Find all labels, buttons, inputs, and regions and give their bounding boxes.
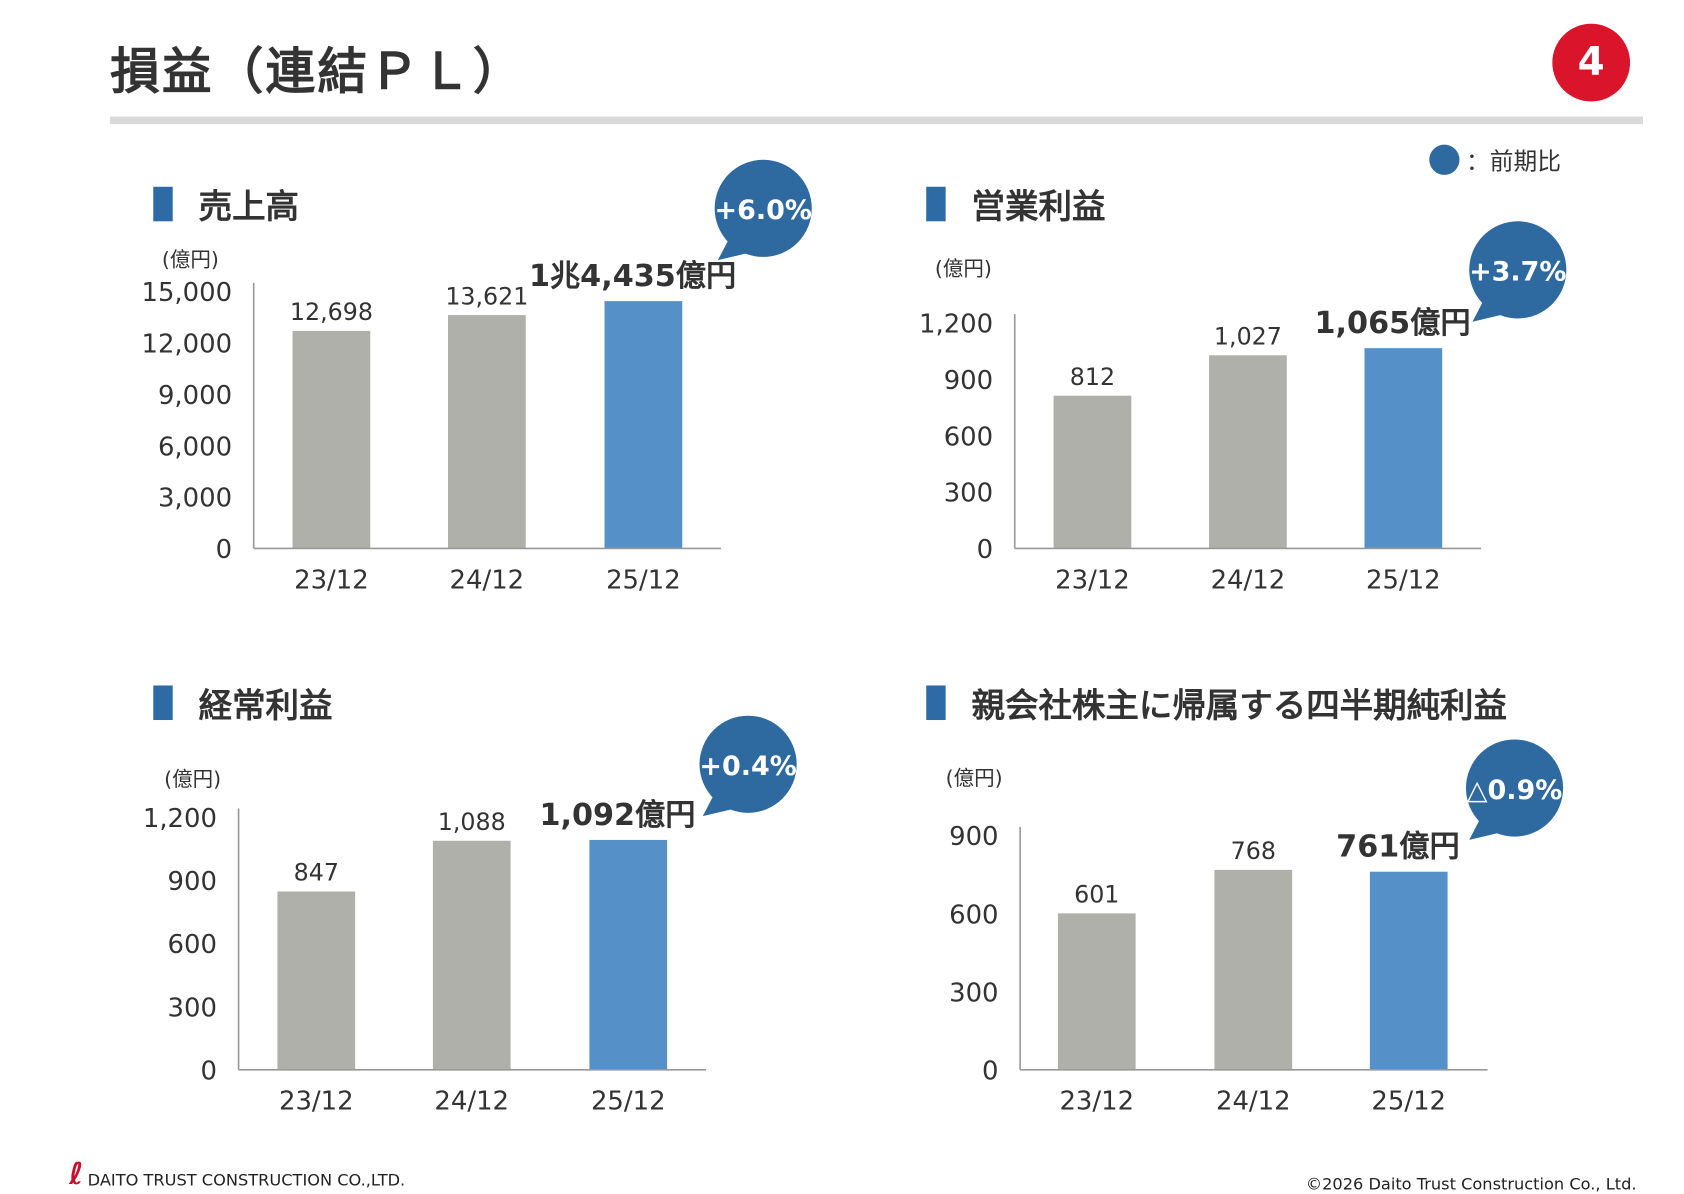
y-tick-label: 0	[200, 1057, 216, 1087]
bar-24-12	[1214, 869, 1293, 1070]
page-number-badge: 4	[1552, 23, 1631, 102]
y-tick-label: 3,000	[158, 484, 232, 514]
bar-23-12	[1057, 913, 1136, 1070]
company-logo: ℓ DAITO TRUST CONSTRUCTION CO.,LTD.	[69, 1156, 406, 1192]
change-label: +6.0%	[715, 195, 812, 226]
change-bubble	[714, 159, 812, 257]
y-tick-label: 9,000	[158, 381, 232, 411]
legend: ：前期比	[1429, 142, 1561, 177]
unit-label: (億円)	[164, 767, 221, 791]
y-tick-label: 900	[944, 366, 993, 396]
legend-label: ：前期比	[1465, 148, 1561, 176]
y-tick-label: 0	[216, 535, 232, 565]
y-tick-label: 600	[949, 900, 998, 930]
chart-title-text: 親会社株主に帰属する四半期純利益	[971, 686, 1507, 726]
value-label: 1,027	[1214, 323, 1282, 351]
x-tick-label: 24/12	[434, 1087, 509, 1117]
unit-label: (億円)	[935, 256, 992, 280]
bar-23-12	[292, 330, 371, 549]
chart-title-text: 営業利益	[971, 187, 1106, 227]
logo-mark-icon: ℓ	[69, 1156, 84, 1192]
value-label: 1,088	[438, 808, 506, 836]
highlight-value-label: 761億円	[1336, 830, 1460, 865]
page-title: 損益（連結ＰＬ）	[110, 42, 525, 101]
highlight-value-label: 1,065億円	[1315, 306, 1471, 341]
value-label: 768	[1231, 837, 1276, 865]
change-label: +0.4%	[699, 751, 796, 782]
bar-25-12	[1364, 348, 1443, 549]
value-label: 13,621	[445, 282, 528, 310]
change-bubble	[1465, 739, 1564, 837]
legend-marker-icon	[1429, 144, 1460, 175]
x-tick-label: 23/12	[1059, 1087, 1134, 1117]
x-tick-label: 24/12	[1216, 1087, 1291, 1117]
bar-25-12	[604, 301, 683, 549]
bar-23-12	[277, 891, 356, 1070]
chart-title-net-profit: 親会社株主に帰属する四半期純利益	[926, 678, 1507, 727]
y-tick-label: 0	[977, 535, 993, 565]
bar-24-12	[432, 840, 511, 1070]
y-tick-label: 300	[949, 978, 998, 1008]
bar-25-12	[589, 839, 668, 1070]
y-tick-label: 300	[944, 479, 993, 509]
highlight-value-label: 1,092億円	[539, 798, 695, 833]
y-tick-label: 300	[168, 993, 217, 1023]
y-tick-label: 15,000	[141, 278, 232, 308]
value-label: 601	[1074, 881, 1119, 909]
x-tick-label: 25/12	[1366, 565, 1441, 595]
x-tick-label: 23/12	[279, 1087, 354, 1117]
title-marker-icon	[153, 186, 173, 221]
y-tick-label: 0	[982, 1057, 998, 1087]
change-label: +3.7%	[1469, 257, 1566, 288]
title-marker-icon	[926, 684, 946, 720]
x-tick-label: 23/12	[1055, 565, 1130, 595]
y-tick-label: 1,200	[143, 804, 217, 834]
change-label: △0.9%	[1467, 775, 1563, 806]
change-bubble	[699, 715, 797, 813]
chart-title-sales: 売上高	[153, 179, 299, 228]
highlight-value-label: 1兆4,435億円	[529, 259, 736, 294]
y-tick-label: 6,000	[158, 432, 232, 462]
chart-title-text: 売上高	[198, 187, 300, 227]
change-bubble	[1469, 221, 1567, 319]
y-tick-label: 900	[168, 867, 217, 897]
x-tick-label: 23/12	[294, 565, 369, 595]
y-tick-label: 12,000	[141, 330, 232, 360]
y-tick-label: 600	[168, 930, 217, 960]
value-label: 812	[1070, 363, 1115, 391]
unit-label: (億円)	[946, 766, 1003, 790]
y-tick-label: 1,200	[919, 309, 993, 339]
value-label: 12,698	[290, 298, 373, 326]
logo-text: DAITO TRUST CONSTRUCTION CO.,LTD.	[87, 1170, 406, 1190]
unit-label: (億円)	[162, 248, 219, 272]
bar-24-12	[447, 315, 526, 549]
y-tick-label: 600	[944, 422, 993, 452]
x-tick-label: 24/12	[450, 565, 525, 595]
bar-25-12	[1369, 871, 1448, 1070]
value-label: 847	[294, 859, 339, 887]
y-tick-label: 900	[949, 822, 998, 852]
title-marker-icon	[153, 684, 173, 720]
chart-title-ordinary-profit: 経常利益	[153, 678, 332, 727]
chart-title-text: 経常利益	[198, 686, 333, 726]
chart-title-operating-profit: 営業利益	[926, 179, 1105, 228]
bar-24-12	[1209, 355, 1287, 549]
x-tick-label: 25/12	[591, 1087, 666, 1117]
x-tick-label: 24/12	[1211, 565, 1286, 595]
title-marker-icon	[926, 186, 946, 221]
bar-23-12	[1053, 395, 1132, 549]
title-divider	[110, 116, 1643, 125]
copyright: ©2026 Daito Trust Construction Co., Ltd.	[1305, 1174, 1637, 1194]
x-tick-label: 25/12	[606, 565, 681, 595]
x-tick-label: 25/12	[1371, 1087, 1446, 1117]
